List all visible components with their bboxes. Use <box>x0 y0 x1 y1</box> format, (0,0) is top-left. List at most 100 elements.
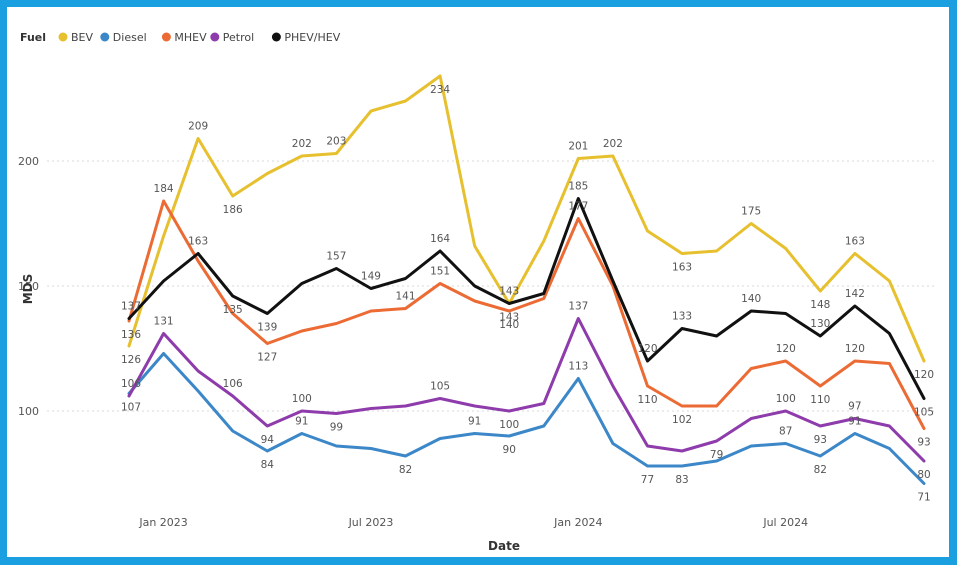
legend-label: MHEV <box>174 31 207 44</box>
data-label: 126 <box>121 354 141 366</box>
y-tick-label: 150 <box>18 280 39 293</box>
data-label: 102 <box>672 414 692 426</box>
data-label: 163 <box>188 236 208 248</box>
data-label: 90 <box>503 444 516 456</box>
data-label: 93 <box>917 437 930 449</box>
legend-marker-bev <box>58 32 68 42</box>
y-tick-label: 200 <box>18 155 39 168</box>
data-label: 79 <box>710 449 723 461</box>
data-label: 209 <box>188 121 208 133</box>
data-label: 202 <box>292 138 312 150</box>
data-label: 163 <box>672 262 692 274</box>
data-label: 97 <box>848 401 861 413</box>
legend-title: Fuel <box>20 31 46 44</box>
x-axis-title: Date <box>488 539 520 553</box>
data-label: 135 <box>223 304 243 316</box>
x-tick-label: Jul 2024 <box>762 516 808 529</box>
data-label: 120 <box>637 343 657 355</box>
data-label: 107 <box>121 402 141 414</box>
data-label: 113 <box>568 361 588 373</box>
data-label: 139 <box>257 322 277 334</box>
data-label: 82 <box>814 464 827 476</box>
series-lines <box>127 74 926 485</box>
legend-label: PHEV/HEV <box>284 31 340 44</box>
data-label: 137 <box>121 301 141 313</box>
data-label: 164 <box>430 233 450 245</box>
data-label: 201 <box>568 141 588 153</box>
data-label: 120 <box>776 343 796 355</box>
data-label: 99 <box>330 422 343 434</box>
series-line-diesel <box>127 352 926 485</box>
legend-label: Diesel <box>113 31 147 44</box>
y-axis-title: MDS <box>21 274 35 305</box>
x-tick-label: Jul 2023 <box>348 516 394 529</box>
data-label: 184 <box>154 183 174 195</box>
x-tick-label: Jan 2024 <box>553 516 602 529</box>
legend-marker-phevhev <box>271 32 281 42</box>
data-label: 203 <box>326 136 346 148</box>
data-label: 105 <box>914 407 934 419</box>
data-label: 100 <box>776 393 796 405</box>
data-label: 77 <box>641 474 654 486</box>
data-label: 143 <box>499 286 519 298</box>
data-label: 163 <box>845 236 865 248</box>
data-label: 106 <box>223 378 243 390</box>
data-label: 105 <box>430 381 450 393</box>
data-label: 185 <box>568 181 588 193</box>
data-label: 127 <box>257 352 277 364</box>
data-label: 120 <box>914 369 934 381</box>
data-label: 140 <box>499 319 519 331</box>
data-label: 87 <box>779 426 792 438</box>
legend-marker-mhev <box>161 32 171 42</box>
legend-label: Petrol <box>223 31 254 44</box>
data-label: 91 <box>295 416 308 428</box>
data-label: 140 <box>741 293 761 305</box>
data-label: 84 <box>261 459 275 471</box>
legend-label: BEV <box>71 31 93 44</box>
data-label: 177 <box>568 201 588 213</box>
series-line-mhev <box>127 199 926 430</box>
legend-marker-petrol <box>210 32 220 42</box>
line-chart: Fuel BEV Diesel MHEV Petrol PHEV/HEV 100 150 2… <box>18 31 937 553</box>
data-label: 91 <box>468 416 481 428</box>
data-label: 175 <box>741 206 761 218</box>
data-label: 136 <box>121 329 141 341</box>
data-label: 137 <box>568 301 588 313</box>
data-label: 83 <box>675 474 688 486</box>
data-label: 142 <box>845 288 865 300</box>
data-label: 151 <box>430 266 450 278</box>
data-label: 110 <box>810 394 830 406</box>
data-label: 143 <box>499 312 519 324</box>
data-label: 148 <box>810 299 830 311</box>
data-label: 100 <box>499 419 519 431</box>
data-label: 130 <box>810 318 830 330</box>
legend: Fuel BEV Diesel MHEV Petrol PHEV/HEV <box>20 31 341 44</box>
y-tick-label: 100 <box>18 405 39 418</box>
data-label: 93 <box>814 434 827 446</box>
data-label: 149 <box>361 271 381 283</box>
data-label: 120 <box>845 343 865 355</box>
data-label: 100 <box>292 393 312 405</box>
data-label: 71 <box>917 492 930 504</box>
chart-frame: Fuel BEV Diesel MHEV Petrol PHEV/HEV 100 150 2… <box>7 7 949 557</box>
data-label: 94 <box>261 434 275 446</box>
data-label: 133 <box>672 311 692 323</box>
data-label: 106 <box>121 378 141 390</box>
data-label: 82 <box>399 464 412 476</box>
x-axis-ticks: Jan 2023 Jul 2023 Jan 2024 Jul 2024 <box>138 516 808 529</box>
data-label: 234 <box>430 84 450 96</box>
data-labels: 126 209 186 202 203 234 143 201 202 163 175 148 163 1… <box>121 84 934 504</box>
series-line-petrol <box>127 317 926 463</box>
data-label: 157 <box>326 251 346 263</box>
data-label: 91 <box>848 416 861 428</box>
y-axis-ticks: 100 150 200 <box>18 155 39 418</box>
data-label: 202 <box>603 138 623 150</box>
data-label: 141 <box>395 291 415 303</box>
series-line-bev <box>127 74 926 363</box>
data-label: 131 <box>154 316 174 328</box>
legend-marker-diesel <box>100 32 110 42</box>
x-tick-label: Jan 2023 <box>138 516 187 529</box>
data-label: 186 <box>223 204 243 216</box>
data-label: 110 <box>637 394 657 406</box>
data-label: 80 <box>917 469 930 481</box>
